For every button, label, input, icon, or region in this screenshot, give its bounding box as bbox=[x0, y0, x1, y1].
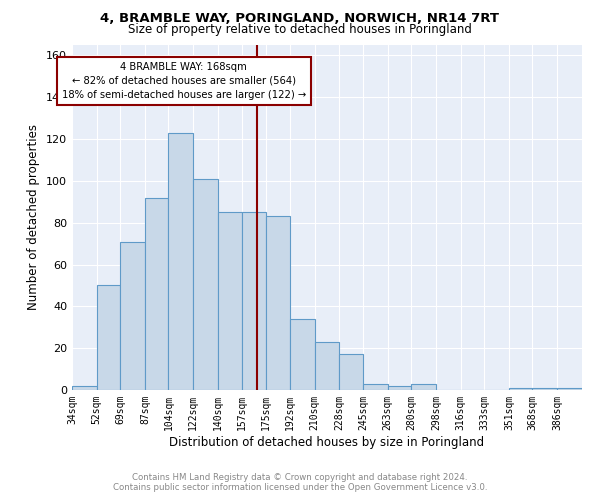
Bar bbox=[290, 319, 314, 390]
Text: Size of property relative to detached houses in Poringland: Size of property relative to detached ho… bbox=[128, 22, 472, 36]
Bar bbox=[72, 386, 97, 390]
Bar bbox=[145, 198, 169, 390]
Bar bbox=[169, 133, 193, 390]
Bar bbox=[340, 354, 363, 390]
Bar bbox=[193, 179, 218, 390]
Bar bbox=[314, 342, 340, 390]
Text: 4, BRAMBLE WAY, PORINGLAND, NORWICH, NR14 7RT: 4, BRAMBLE WAY, PORINGLAND, NORWICH, NR1… bbox=[101, 12, 499, 26]
Bar bbox=[97, 286, 120, 390]
Bar bbox=[266, 216, 290, 390]
Bar bbox=[532, 388, 557, 390]
Bar bbox=[363, 384, 388, 390]
Text: 4 BRAMBLE WAY: 168sqm
← 82% of detached houses are smaller (564)
18% of semi-det: 4 BRAMBLE WAY: 168sqm ← 82% of detached … bbox=[62, 62, 306, 100]
Bar bbox=[120, 242, 145, 390]
Bar bbox=[242, 212, 266, 390]
Bar bbox=[388, 386, 411, 390]
Text: Contains HM Land Registry data © Crown copyright and database right 2024.
Contai: Contains HM Land Registry data © Crown c… bbox=[113, 473, 487, 492]
Bar bbox=[509, 388, 532, 390]
Bar bbox=[411, 384, 436, 390]
X-axis label: Distribution of detached houses by size in Poringland: Distribution of detached houses by size … bbox=[169, 436, 485, 448]
Bar bbox=[218, 212, 242, 390]
Bar bbox=[557, 388, 582, 390]
Y-axis label: Number of detached properties: Number of detached properties bbox=[28, 124, 40, 310]
